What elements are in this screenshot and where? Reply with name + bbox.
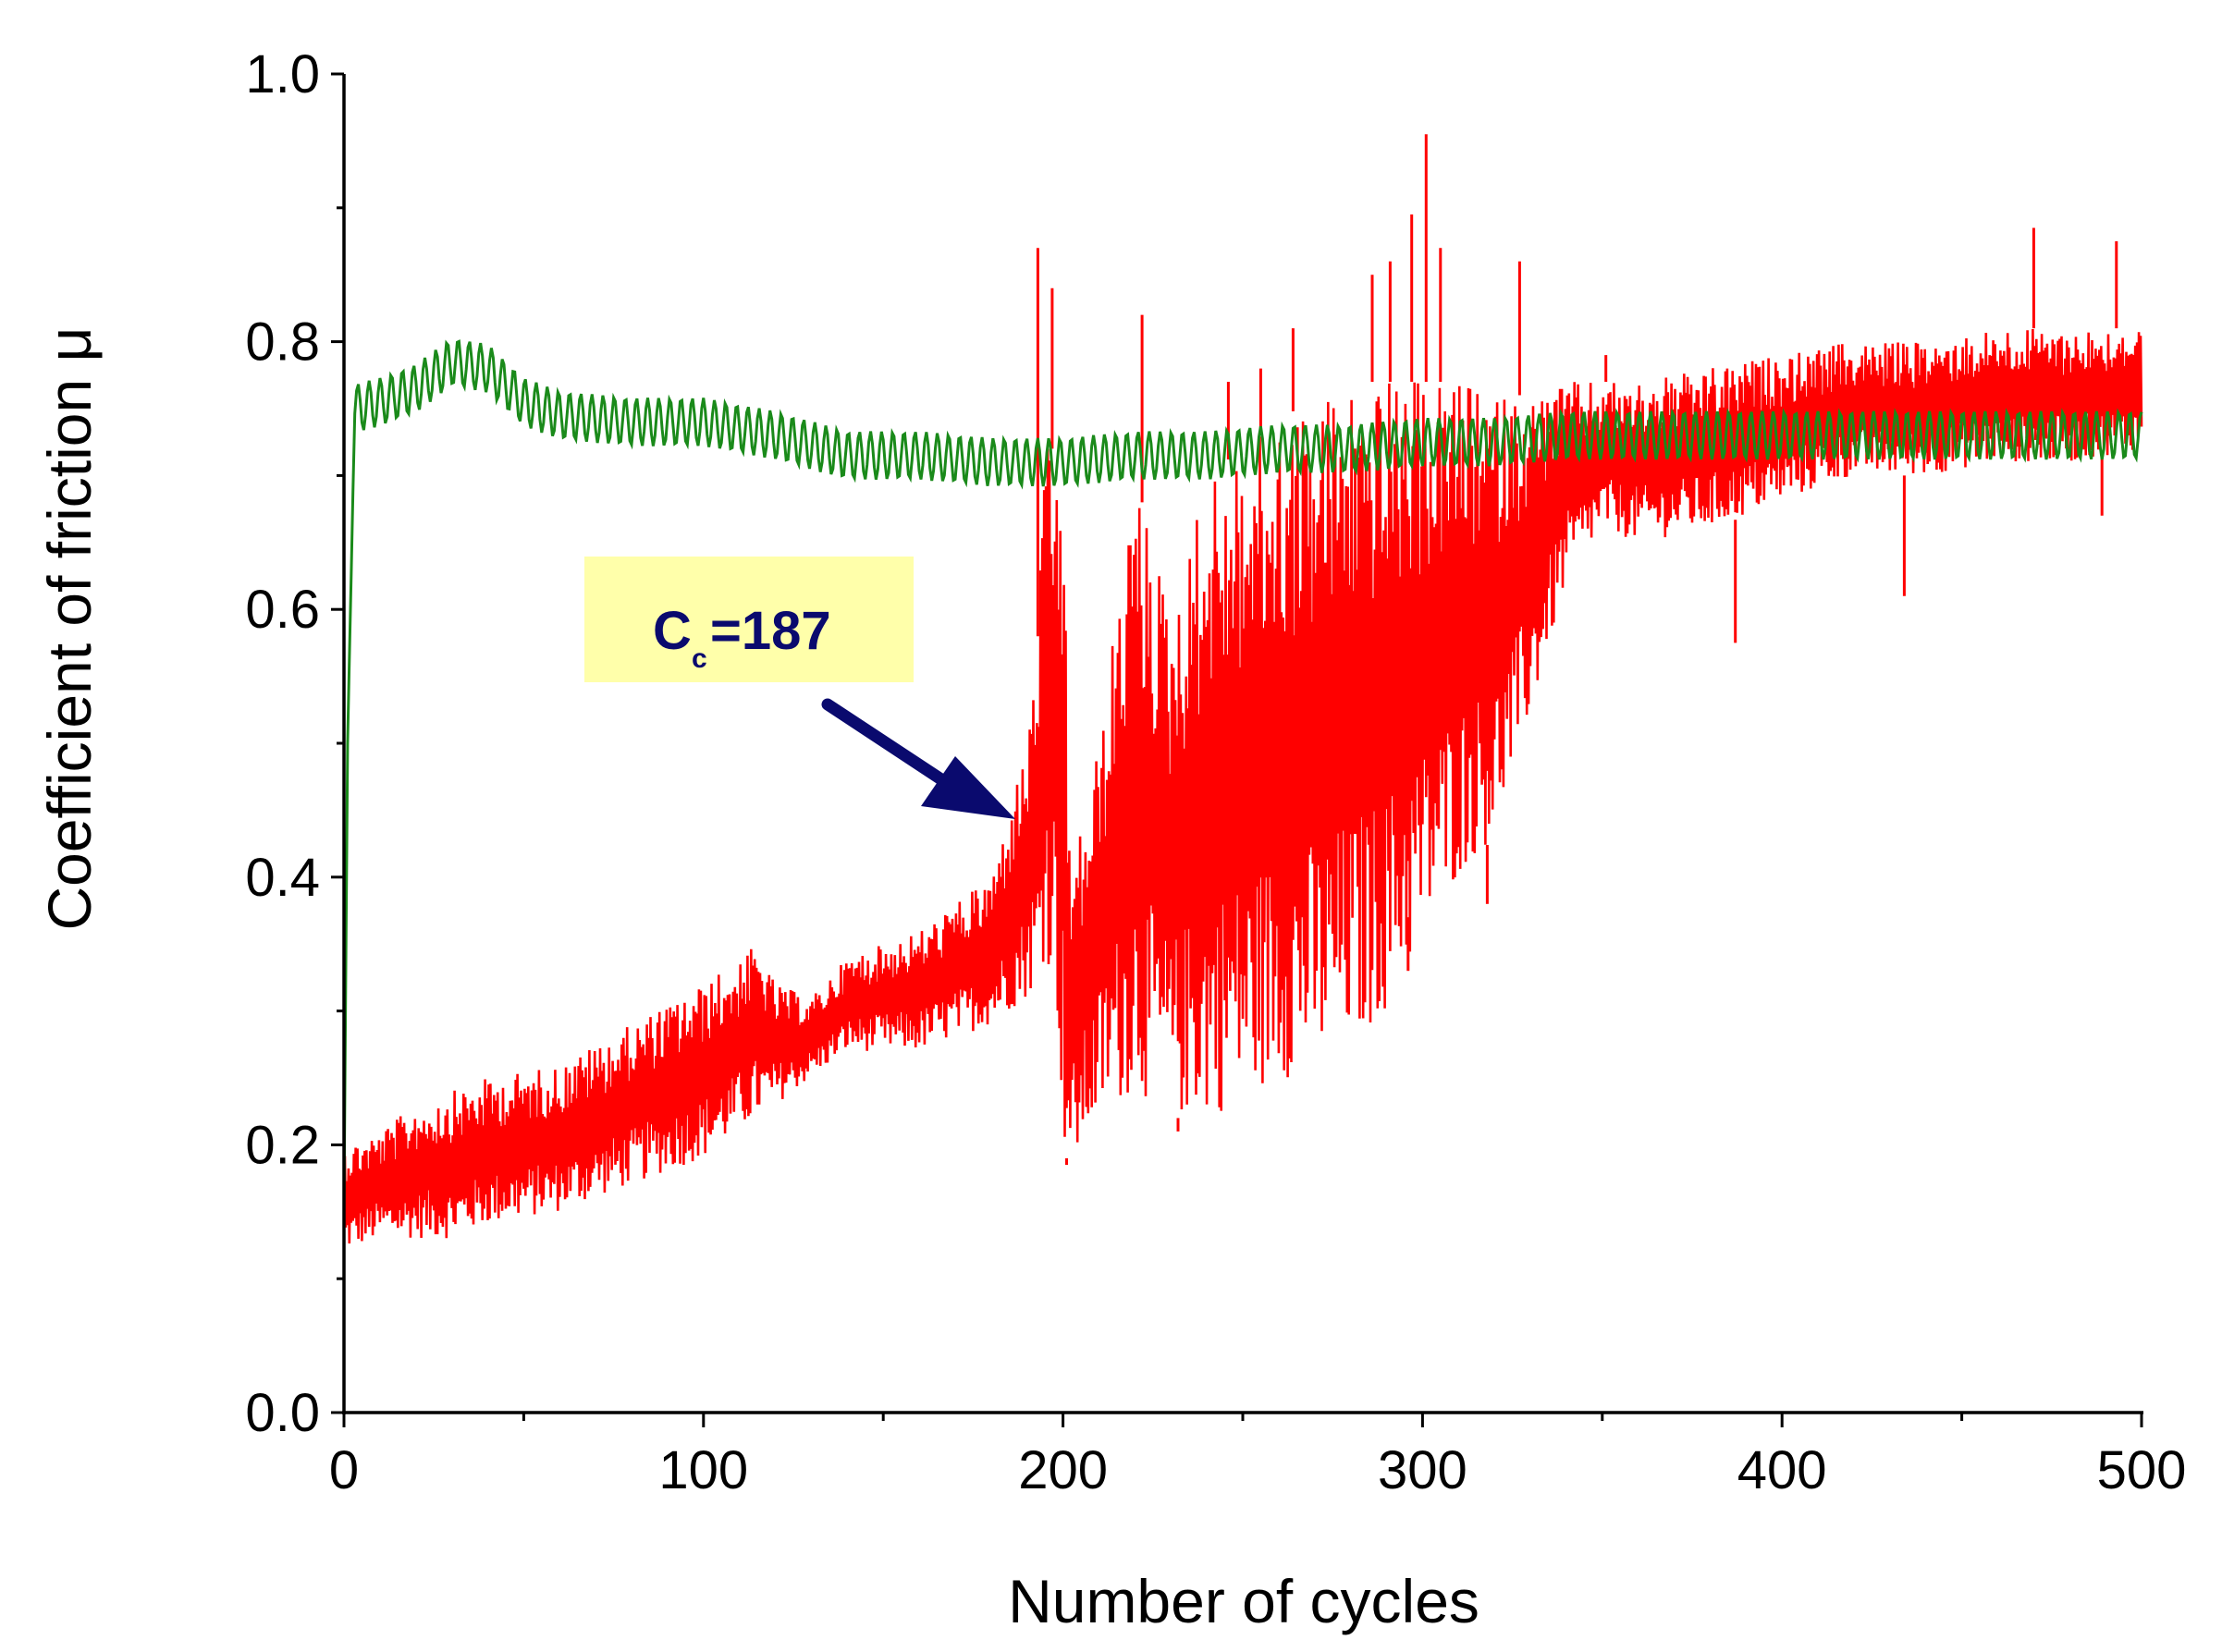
annotation-text-sub: c xyxy=(692,643,707,674)
arrow-head xyxy=(921,756,1015,819)
x-axis-title: Number of cycles xyxy=(1008,1567,1479,1635)
y-tick-label: 0.2 xyxy=(245,1115,320,1175)
annotation-text-main: C xyxy=(653,601,692,661)
x-tick-label: 400 xyxy=(1737,1440,1827,1500)
annotation-box xyxy=(584,557,914,682)
y-tick-label: 0.0 xyxy=(245,1383,320,1443)
series-green-line xyxy=(342,339,2143,1212)
arrow-shaft xyxy=(821,698,959,793)
annotation-text-value: =187 xyxy=(710,601,831,661)
x-tick-label: 200 xyxy=(1018,1440,1108,1500)
y-tick-label: 0.6 xyxy=(245,580,320,640)
series-red-line xyxy=(342,328,2143,1244)
ticks: 0.0 0.2 0.4 0.6 0.8 1.0 0 100 200 300 400 500 xyxy=(245,44,2186,1500)
y-axis-title: Coefficient of friction μ xyxy=(35,326,104,930)
x-tick-label: 0 xyxy=(329,1440,359,1500)
annotation-arrow xyxy=(821,698,1015,819)
x-tick-label: 100 xyxy=(658,1440,748,1500)
y-tick-label: 0.8 xyxy=(245,312,320,373)
y-tick-label: 1.0 xyxy=(245,44,320,104)
x-tick-label: 300 xyxy=(1378,1440,1467,1500)
x-tick-label: 500 xyxy=(2097,1440,2187,1500)
y-tick-label: 0.4 xyxy=(245,848,320,908)
series-layer xyxy=(342,134,2143,1244)
annotation: C c =187 xyxy=(584,557,914,682)
